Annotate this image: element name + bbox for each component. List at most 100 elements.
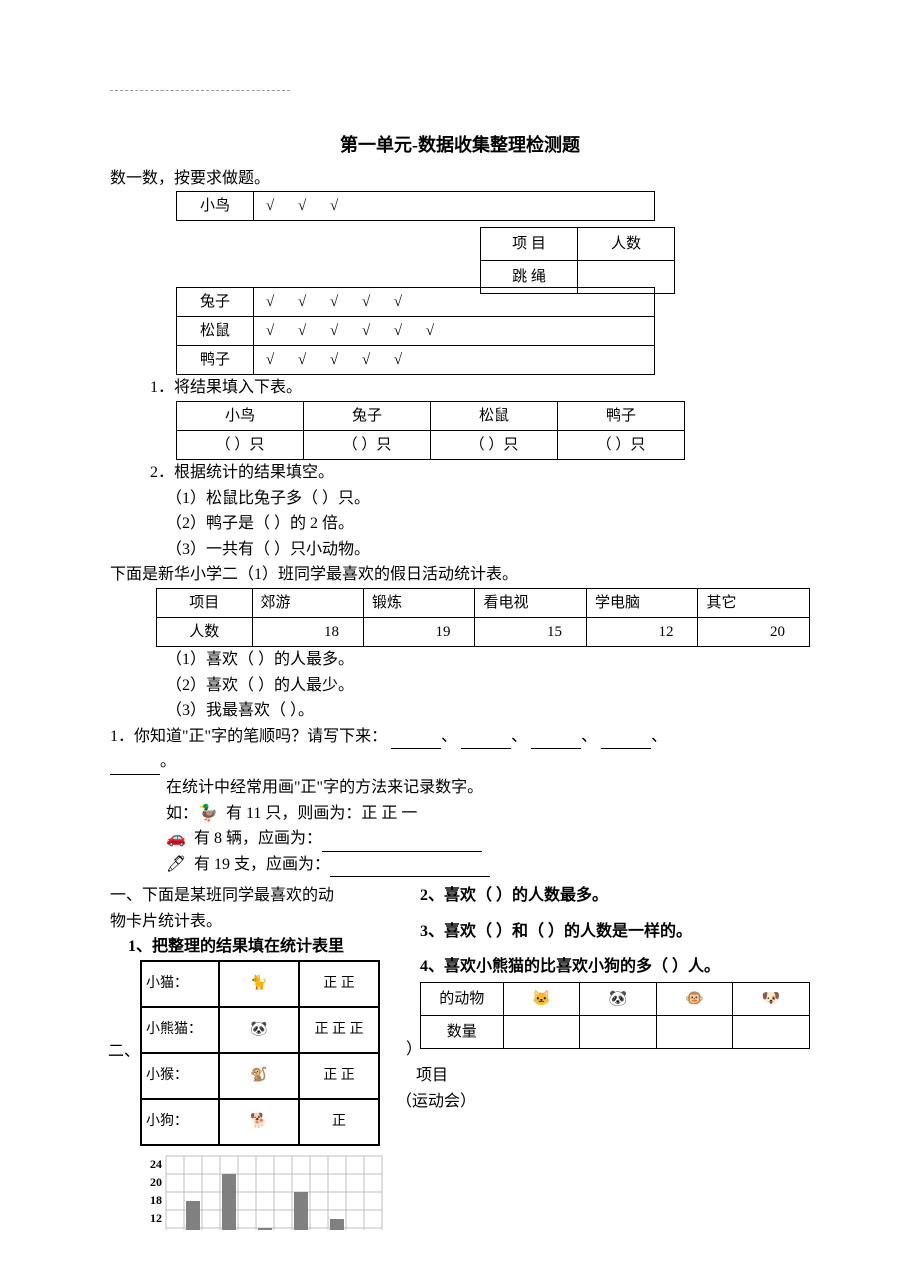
zheng-note: 在统计中经常用画"正"字的方法来记录数字。 — [166, 775, 810, 801]
fill-h: 小鸟 — [177, 401, 304, 430]
sport-note: （运动会） — [396, 1089, 476, 1115]
a-tally: 正 正 — [299, 961, 379, 1007]
q2c: （3）一共有（ ）只小动物。 — [166, 537, 810, 563]
blank — [391, 731, 441, 750]
q1-prompt: 1．将结果填入下表。 — [150, 375, 810, 401]
act-h: 学电脑 — [586, 588, 697, 617]
ex-prefix: 如： — [166, 805, 198, 822]
sm-c — [503, 1016, 580, 1049]
pen-icon: 🖊 — [166, 852, 194, 878]
ex-b-text: 有 8 辆，应画为： — [194, 830, 322, 847]
sep: 、 — [441, 728, 457, 745]
sm-r: 数量 — [421, 1016, 504, 1049]
ex-a-text: 有 11 只，则画为：正 正 一 — [226, 805, 417, 822]
q2a: （1）松鼠比兔子多（ ）只。 — [166, 486, 810, 512]
sm-c — [580, 1016, 657, 1049]
q2b: （2）鸭子是（ ）的 2 倍。 — [166, 511, 810, 537]
sm-c — [656, 1016, 733, 1049]
sm-c — [733, 1016, 810, 1049]
side-h1: 项 目 — [481, 228, 578, 261]
panda-icon: 🐼 — [219, 1007, 299, 1053]
svg-text:18: 18 — [150, 1193, 162, 1207]
act-h: 锻炼 — [363, 588, 474, 617]
act-v: 19 — [363, 617, 474, 646]
zheng-q: 1．你知道"正"字的笔顺吗？请写下来： 、 、 、 、 — [110, 724, 810, 750]
end: 。 — [160, 753, 176, 770]
zheng-ex-c: 🖊有 19 支，应画为： — [166, 852, 810, 878]
sectA-r3: 3、喜欢（ ）和（ ）的人数是一样的。 — [420, 919, 810, 945]
fill-h: 鸭子 — [558, 401, 685, 430]
act-v: 20 — [698, 617, 810, 646]
sectA-t1: 一、下面是某班同学最喜欢的动 — [110, 883, 410, 909]
fill-c: （ ）只 — [177, 430, 304, 459]
a-lbl: 小狗： — [141, 1099, 219, 1145]
tally-table-2: 兔子√ √ √ √ √ 松鼠√ √ √ √ √ √ 鸭子√ √ √ √ √ — [176, 287, 655, 375]
act-a: （1）喜欢（ ）的人最多。 — [166, 647, 810, 673]
fill-table: 小鸟 兔子 松鼠 鸭子 （ ）只 （ ）只 （ ）只 （ ）只 — [176, 401, 685, 460]
zheng-ex-b: 🚗有 8 辆，应画为： — [166, 826, 810, 852]
sectA-r2: 2、喜欢（ ）的人数最多。 — [420, 883, 810, 909]
svg-text:24: 24 — [150, 1157, 162, 1171]
sectB-l1: 二、 — [108, 1039, 140, 1065]
sectA-sub1: 1、把整理的结果填在统计表里 — [128, 934, 410, 960]
tally-label: 小鸟 — [177, 192, 254, 221]
fill-c: （ ）只 — [304, 430, 431, 459]
act-b: （2）喜欢（ ）的人最少。 — [166, 673, 810, 699]
sep: 、 — [581, 728, 597, 745]
sm-h: 🐱 — [503, 983, 580, 1016]
act-v: 18 — [252, 617, 363, 646]
a-lbl: 小熊猫： — [141, 1007, 219, 1053]
side-blank — [578, 261, 675, 294]
sm-h: 🐼 — [580, 983, 657, 1016]
blank — [322, 833, 482, 852]
sectA-t2: 物卡片统计表。 — [110, 909, 410, 935]
tally-table: 小鸟√ √ √ — [176, 191, 655, 221]
blank — [461, 731, 511, 750]
fill-c: （ ）只 — [431, 430, 558, 459]
cat-icon: 🐈 — [219, 961, 299, 1007]
act-c: （3）我最喜欢（ ）。 — [166, 698, 810, 724]
a-tally: 正 — [299, 1099, 379, 1145]
stray-paren: ） — [406, 1037, 422, 1063]
activity-intro: 下面是新华小学二（1）班同学最喜欢的假日活动统计表。 — [110, 562, 810, 588]
act-v: 12 — [586, 617, 697, 646]
fill-c: （ ）只 — [558, 430, 685, 459]
svg-text:20: 20 — [150, 1175, 162, 1189]
svg-text:12: 12 — [150, 1211, 162, 1225]
sm-h: 🐶 — [733, 983, 810, 1016]
blank — [330, 859, 490, 878]
activity-table: 项目 郊游 锻炼 看电视 学电脑 其它 人数 18 19 15 12 20 — [156, 588, 810, 647]
dog-icon: 🐕 — [219, 1099, 299, 1145]
a-tally: 正 正 正 — [299, 1007, 379, 1053]
zheng-ex-a: 如：🦆有 11 只，则画为：正 正 一 — [166, 801, 810, 827]
zheng-q-text: 1．你知道"正"字的笔顺吗？请写下来： — [110, 728, 387, 745]
bar-chart: 24 20 18 12 — [140, 1150, 810, 1239]
q2-prompt: 2．根据统计的结果填空。 — [150, 460, 810, 486]
sm-h: 🐵 — [656, 983, 733, 1016]
page-title: 第一单元-数据收集整理检测题 — [110, 131, 810, 160]
a-lbl: 小猴： — [141, 1053, 219, 1099]
blank — [531, 731, 581, 750]
intro-text: 数一数，按要求做题。 — [110, 166, 810, 192]
fill-h: 松鼠 — [431, 401, 558, 430]
tally-label: 松鼠 — [177, 317, 254, 346]
blank — [601, 731, 651, 750]
duck-icon: 🦆 — [198, 801, 226, 827]
act-h: 看电视 — [475, 588, 586, 617]
sep: 、 — [651, 728, 667, 745]
act-v: 15 — [475, 617, 586, 646]
monkey-icon: 🐒 — [219, 1053, 299, 1099]
a-tally: 正 正 — [299, 1053, 379, 1099]
fill-h: 兔子 — [304, 401, 431, 430]
act-h: 其它 — [698, 588, 810, 617]
act-rl: 人数 — [157, 617, 253, 646]
act-h: 项目 — [157, 588, 253, 617]
animal-count-table: 的动物 🐱 🐼 🐵 🐶 数量 — [420, 982, 810, 1049]
tally-label: 鸭子 — [177, 346, 254, 375]
car-icon: 🚗 — [166, 826, 194, 852]
blank — [110, 756, 160, 775]
act-h: 郊游 — [252, 588, 363, 617]
tally-marks: √ √ √ — [254, 192, 655, 221]
side-row: 跳 绳 — [481, 261, 578, 294]
sectA-r4: 4、喜欢小熊猫的比喜欢小狗的多（ ）人。 — [420, 954, 810, 980]
